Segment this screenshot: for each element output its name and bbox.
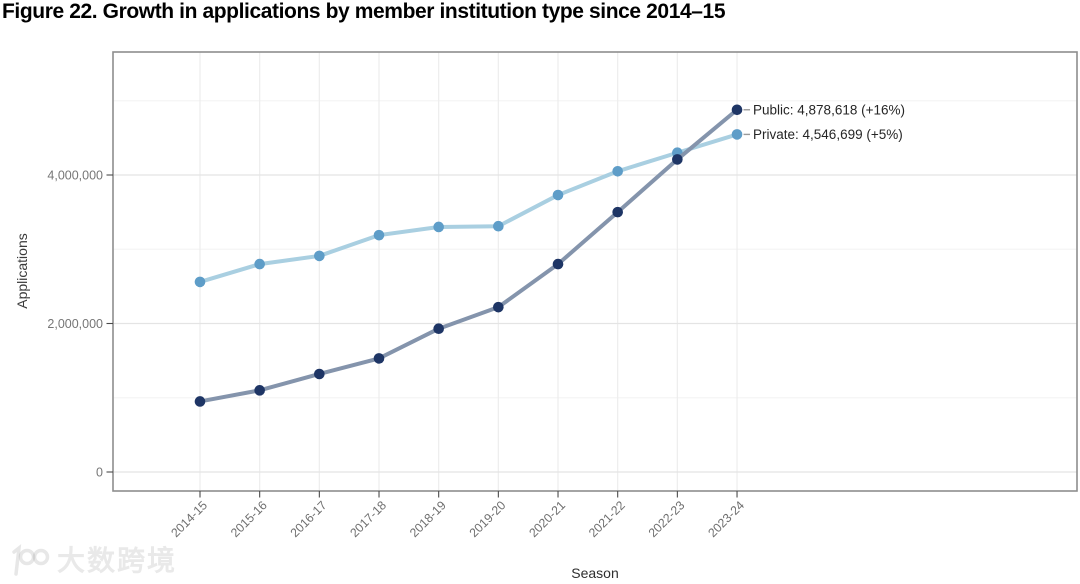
x-tick-label: 2022-23 (646, 498, 688, 540)
y-axis-title: Applications (14, 233, 30, 309)
x-tick-label: 2014-15 (168, 498, 210, 540)
vertical-gridlines (199, 52, 738, 491)
data-series (194, 104, 743, 407)
y-tick-label: 2,000,000 (47, 317, 103, 331)
y-tick-label: 4,000,000 (47, 169, 103, 183)
data-point-private (314, 250, 325, 262)
data-point-private (254, 258, 265, 270)
data-point-public (552, 258, 564, 270)
x-axis-title: Season (571, 565, 618, 581)
data-point-private (552, 189, 564, 201)
data-point-private (373, 229, 385, 241)
y-tick-label: 0 (96, 466, 103, 480)
data-point-private (493, 220, 504, 232)
x-tick-label: 2020-21 (526, 498, 568, 540)
data-point-public (314, 368, 325, 380)
axis-ticks (106, 174, 738, 498)
x-tick-label: 2015-16 (228, 498, 270, 540)
x-tick-label: 2021-22 (586, 498, 628, 540)
public-end-label: Public: 4,878,618 (+16%) (753, 102, 905, 117)
x-tick-label: 2016-17 (288, 498, 330, 540)
figure-title: Figure 22. Growth in applications by mem… (2, 0, 726, 23)
x-tick-labels: 2014-15 2015-16 2016-17 2017-18 2018-19 2019-… (168, 498, 747, 540)
x-tick-label: 2019-20 (467, 498, 509, 540)
x-tick-label: 2018-19 (407, 498, 449, 540)
major-gridlines (113, 174, 1077, 473)
data-point-public (373, 353, 385, 364)
data-point-private (433, 221, 444, 233)
x-tick-label: 2023-24 (705, 498, 747, 540)
x-tick-label: 2017-18 (347, 498, 389, 540)
data-point-public (672, 154, 683, 165)
data-point-public (433, 323, 444, 334)
plot-panel-border (112, 51, 1078, 492)
minor-gridlines (113, 100, 1077, 399)
series-line-public (198, 107, 740, 404)
data-point-public (731, 104, 743, 116)
private-end-label: Private: 4,546,699 (+5%) (753, 127, 903, 142)
data-point-public (612, 206, 623, 218)
data-point-private (194, 276, 206, 288)
data-point-private (612, 165, 623, 177)
series-line-private (198, 132, 740, 284)
data-point-public (194, 396, 206, 407)
data-point-public (254, 385, 265, 396)
data-point-private (731, 129, 743, 140)
y-tick-labels: 0 2,000,000 4,000,000 (47, 169, 103, 480)
data-point-public (493, 301, 504, 313)
series-end-annotations: Public: 4,878,618 (+16%) Private: 4,546,… (743, 102, 905, 142)
